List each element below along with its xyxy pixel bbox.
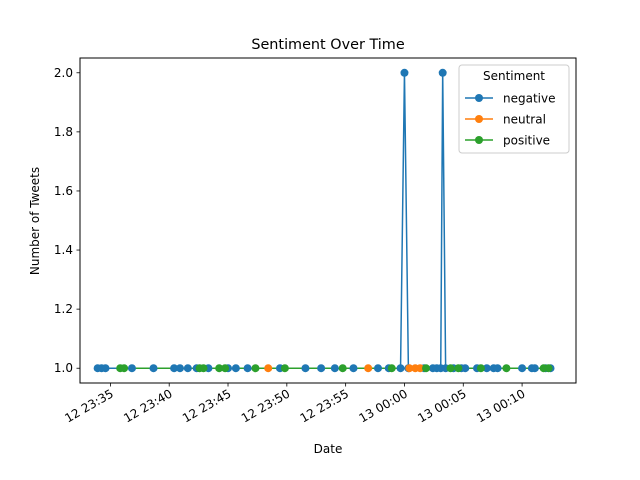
data-point-negative [396, 364, 405, 373]
legend-box [458, 64, 570, 154]
y-tick-label: 2.0 [54, 66, 73, 80]
x-tick-label: 12 23:40 [121, 386, 174, 425]
data-point-neutral [416, 364, 425, 373]
x-axis-label: Date [314, 442, 343, 456]
data-point-negative [243, 364, 252, 373]
x-tick-label: 13 00:00 [356, 386, 409, 425]
legend: Sentiment negative neutral positive [458, 64, 570, 154]
x-tick-label: 13 00:05 [415, 386, 468, 425]
y-tick-label: 1.4 [54, 243, 73, 257]
data-point-negative [438, 68, 447, 77]
data-point-positive [476, 364, 485, 373]
x-tick-label: 12 23:45 [180, 386, 233, 425]
data-point-negative [400, 68, 409, 77]
legend-entry-positive: positive [503, 134, 550, 148]
data-point-positive [422, 364, 431, 373]
data-point-neutral [264, 364, 273, 373]
data-point-negative [461, 364, 470, 373]
data-point-neutral [364, 364, 373, 373]
data-point-positive [387, 364, 396, 373]
data-point-positive [338, 364, 347, 373]
data-point-negative [170, 364, 179, 373]
x-tick-label: 12 23:35 [62, 386, 115, 425]
data-point-neutral [405, 364, 414, 373]
data-point-negative [530, 364, 539, 373]
x-tick-label: 12 23:55 [298, 386, 351, 425]
data-point-positive [454, 364, 463, 373]
y-tick-label: 1.2 [54, 302, 73, 316]
data-point-negative [101, 364, 110, 373]
data-point-negative [183, 364, 192, 373]
data-point-negative [301, 364, 310, 373]
legend-entry-neutral: neutral [503, 113, 546, 127]
y-tick-label: 1.0 [54, 361, 73, 375]
data-point-negative [330, 364, 339, 373]
data-point-positive [280, 364, 289, 373]
x-tick-label: 13 00:10 [474, 386, 527, 425]
y-axis-label: Number of Tweets [28, 167, 42, 275]
data-point-negative [518, 364, 527, 373]
data-point-positive [199, 364, 208, 373]
data-point-negative [231, 364, 240, 373]
data-point-negative [493, 364, 502, 373]
chart-title: Sentiment Over Time [251, 37, 405, 53]
data-point-negative [127, 364, 136, 373]
data-point-positive [120, 364, 129, 373]
data-point-positive [544, 364, 553, 373]
x-tick-label: 12 23:50 [239, 386, 292, 425]
data-point-positive [446, 364, 455, 373]
data-point-negative [175, 364, 184, 373]
y-tick-label: 1.6 [54, 184, 73, 198]
legend-swatch-marker-positive [475, 136, 483, 144]
data-point-positive [251, 364, 260, 373]
data-point-negative [482, 364, 491, 373]
axes-frame [79, 57, 577, 384]
legend-swatch-marker-neutral [475, 115, 483, 123]
data-point-positive [215, 364, 224, 373]
data-point-negative [317, 364, 326, 373]
data-point-negative [373, 364, 382, 373]
data-point-positive [221, 364, 230, 373]
legend-swatch-marker-negative [475, 94, 483, 102]
data-point-positive [502, 364, 511, 373]
data-point-negative [149, 364, 158, 373]
legend-entry-negative: negative [503, 92, 555, 106]
data-point-negative [349, 364, 358, 373]
y-tick-label: 1.8 [54, 125, 73, 139]
legend-title: Sentiment [483, 69, 545, 83]
